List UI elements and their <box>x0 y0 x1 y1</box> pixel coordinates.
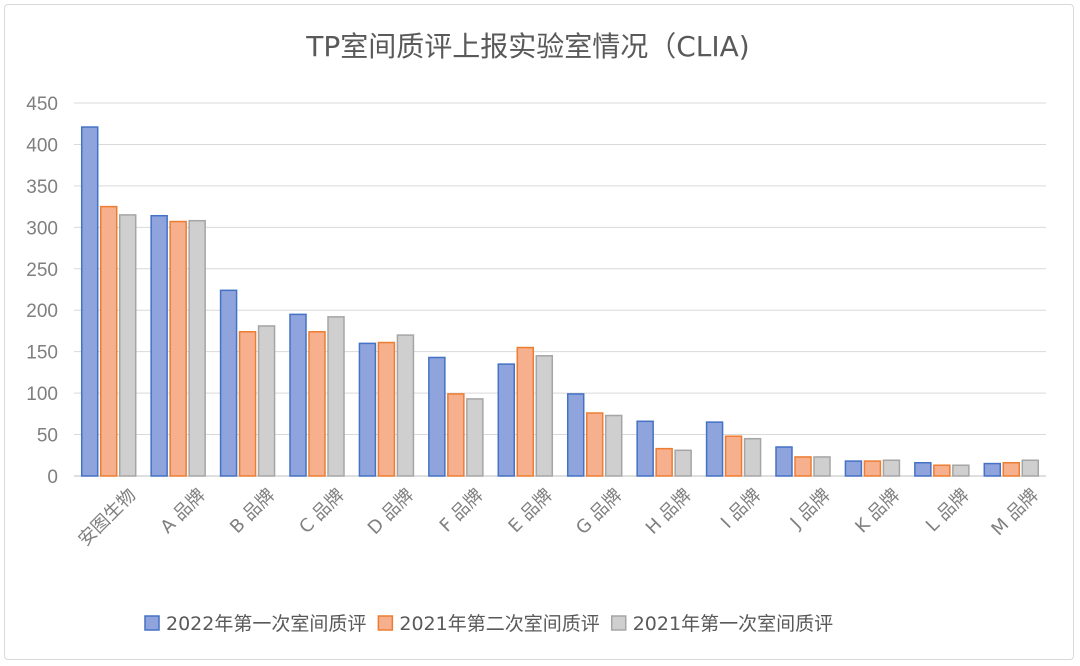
bar <box>396 334 415 477</box>
bar <box>882 459 901 477</box>
bar <box>80 126 99 477</box>
bar <box>813 456 831 477</box>
bar <box>289 313 307 477</box>
y-tick-label: 100 <box>26 384 58 405</box>
bar <box>535 355 554 477</box>
y-tick-label: 50 <box>37 426 58 447</box>
bar <box>188 219 206 477</box>
bar <box>358 342 377 477</box>
y-tick-label: 200 <box>26 301 58 322</box>
y-tick-label: 350 <box>26 177 58 198</box>
bar <box>983 462 1002 477</box>
bar <box>327 316 345 477</box>
legend-swatch <box>377 615 394 631</box>
x-category-label: 安图生物 <box>74 485 140 551</box>
x-category-label: L 品牌 <box>922 485 973 536</box>
bar <box>447 393 465 477</box>
y-tick-label: 450 <box>26 94 58 115</box>
y-tick-label: 0 <box>47 467 58 488</box>
bar <box>238 331 257 477</box>
bar <box>169 220 187 477</box>
bar <box>674 449 692 477</box>
bar <box>377 341 396 477</box>
gridlines <box>74 102 1046 477</box>
bar <box>952 464 970 477</box>
legend-swatch <box>144 615 160 631</box>
x-category-label: J 品牌 <box>786 485 835 534</box>
legend-label: 2022年第一次室间质评 <box>166 613 366 635</box>
x-category-label: C 品牌 <box>295 485 348 538</box>
bar <box>257 325 276 477</box>
bar <box>914 461 932 477</box>
bar <box>655 447 673 477</box>
x-category-label: M 品牌 <box>987 485 1042 540</box>
y-tick-label: 300 <box>26 218 58 239</box>
x-axis-categories: 安图生物 A 品牌 B 品牌 C 品牌 D 品牌 F 品牌 E 品牌 G 品牌 H 品牌 I 品牌… <box>74 485 1042 551</box>
chart-title: TP室间质评上报实验室情况（CLIA) <box>305 30 749 63</box>
bar <box>604 414 623 477</box>
bar <box>1002 461 1021 477</box>
bar <box>724 435 743 477</box>
bar <box>636 420 654 477</box>
x-category-label: G 品牌 <box>572 485 626 539</box>
bar <box>308 331 326 477</box>
bar <box>497 363 516 477</box>
y-tick-label: 400 <box>26 135 58 156</box>
y-tick-label: 250 <box>26 260 58 281</box>
bar <box>219 289 238 477</box>
bar <box>1021 459 1040 477</box>
x-category-label: K 品牌 <box>851 485 904 538</box>
x-category-label: H 品牌 <box>642 485 696 539</box>
legend-label: 2021年第一次室间质评 <box>633 613 833 635</box>
y-tick-label: 150 <box>26 343 58 364</box>
bar <box>794 456 812 477</box>
x-category-label: D 品牌 <box>364 485 418 539</box>
y-axis-ticks: 0 50 100 150 200 250 300 350 400 450 <box>26 94 58 488</box>
x-category-label: I 品牌 <box>717 485 765 533</box>
bar <box>585 412 604 477</box>
x-category-label: A 品牌 <box>157 485 210 538</box>
x-category-label: E 品牌 <box>504 485 556 537</box>
bar <box>933 464 951 477</box>
bar <box>99 205 118 477</box>
bar <box>844 460 863 477</box>
bar <box>118 214 137 477</box>
bar <box>428 356 446 477</box>
x-category-label: B 品牌 <box>226 485 279 538</box>
bar <box>150 214 168 477</box>
legend-label: 2021年第二次室间质评 <box>399 613 599 635</box>
bar <box>705 421 724 477</box>
bar <box>743 437 762 477</box>
legend-swatch <box>610 615 627 631</box>
legend: 2022年第一次室间质评 2021年第二次室间质评 2021年第一次室间质评 <box>144 613 833 635</box>
x-category-label: F 品牌 <box>436 485 488 537</box>
bar <box>466 398 484 477</box>
bar <box>863 460 882 477</box>
bar <box>566 393 585 477</box>
bar <box>775 446 793 477</box>
bars <box>80 126 1040 477</box>
bar <box>516 346 535 477</box>
